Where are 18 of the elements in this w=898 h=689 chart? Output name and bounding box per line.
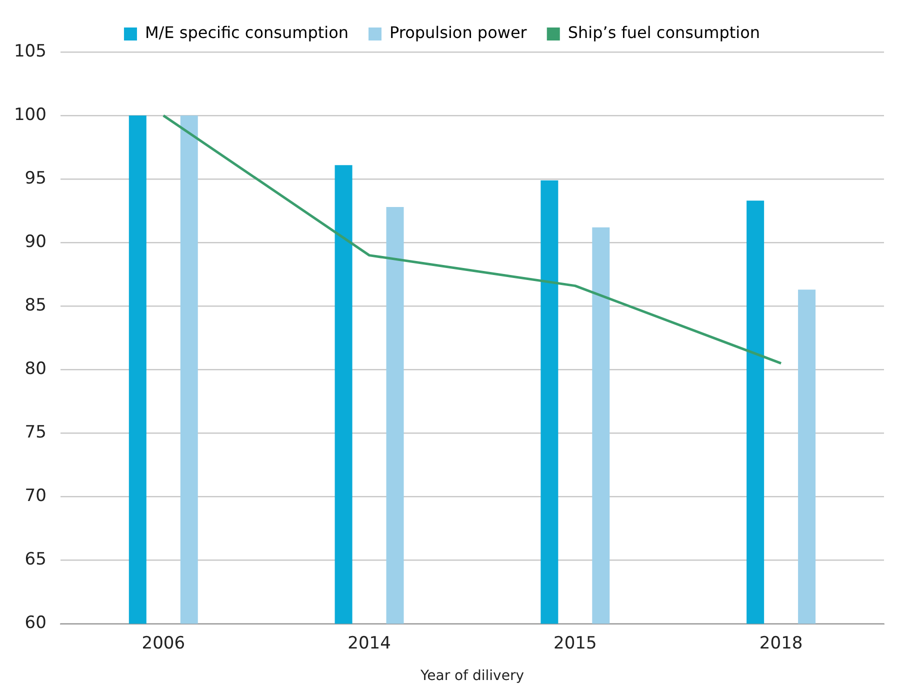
x-tick-label: 2018 bbox=[759, 633, 803, 654]
y-tick-label: 100 bbox=[14, 104, 46, 125]
x-tick-label: 2006 bbox=[142, 633, 186, 654]
y-tick-label: 85 bbox=[24, 296, 46, 316]
y-tick-label: 105 bbox=[14, 41, 46, 62]
x-axis-title: Year of dilivery bbox=[419, 668, 524, 684]
legend-label: Propulsion power bbox=[390, 23, 528, 42]
x-tick-label: 2014 bbox=[348, 633, 391, 654]
y-tick-label: 70 bbox=[24, 486, 46, 506]
y-tick-label: 95 bbox=[24, 168, 46, 188]
y-tick-label: 65 bbox=[24, 550, 46, 570]
x-tick-label: 2015 bbox=[554, 633, 597, 654]
legend-label: M/E specific consumption bbox=[144, 23, 349, 42]
y-tick-label: 60 bbox=[24, 613, 46, 634]
y-tick-label: 90 bbox=[24, 232, 46, 252]
y-tick-label: 80 bbox=[24, 359, 46, 380]
legend-label: Ship’s fuel consumption bbox=[568, 23, 760, 42]
y-tick-label: 75 bbox=[24, 422, 46, 443]
